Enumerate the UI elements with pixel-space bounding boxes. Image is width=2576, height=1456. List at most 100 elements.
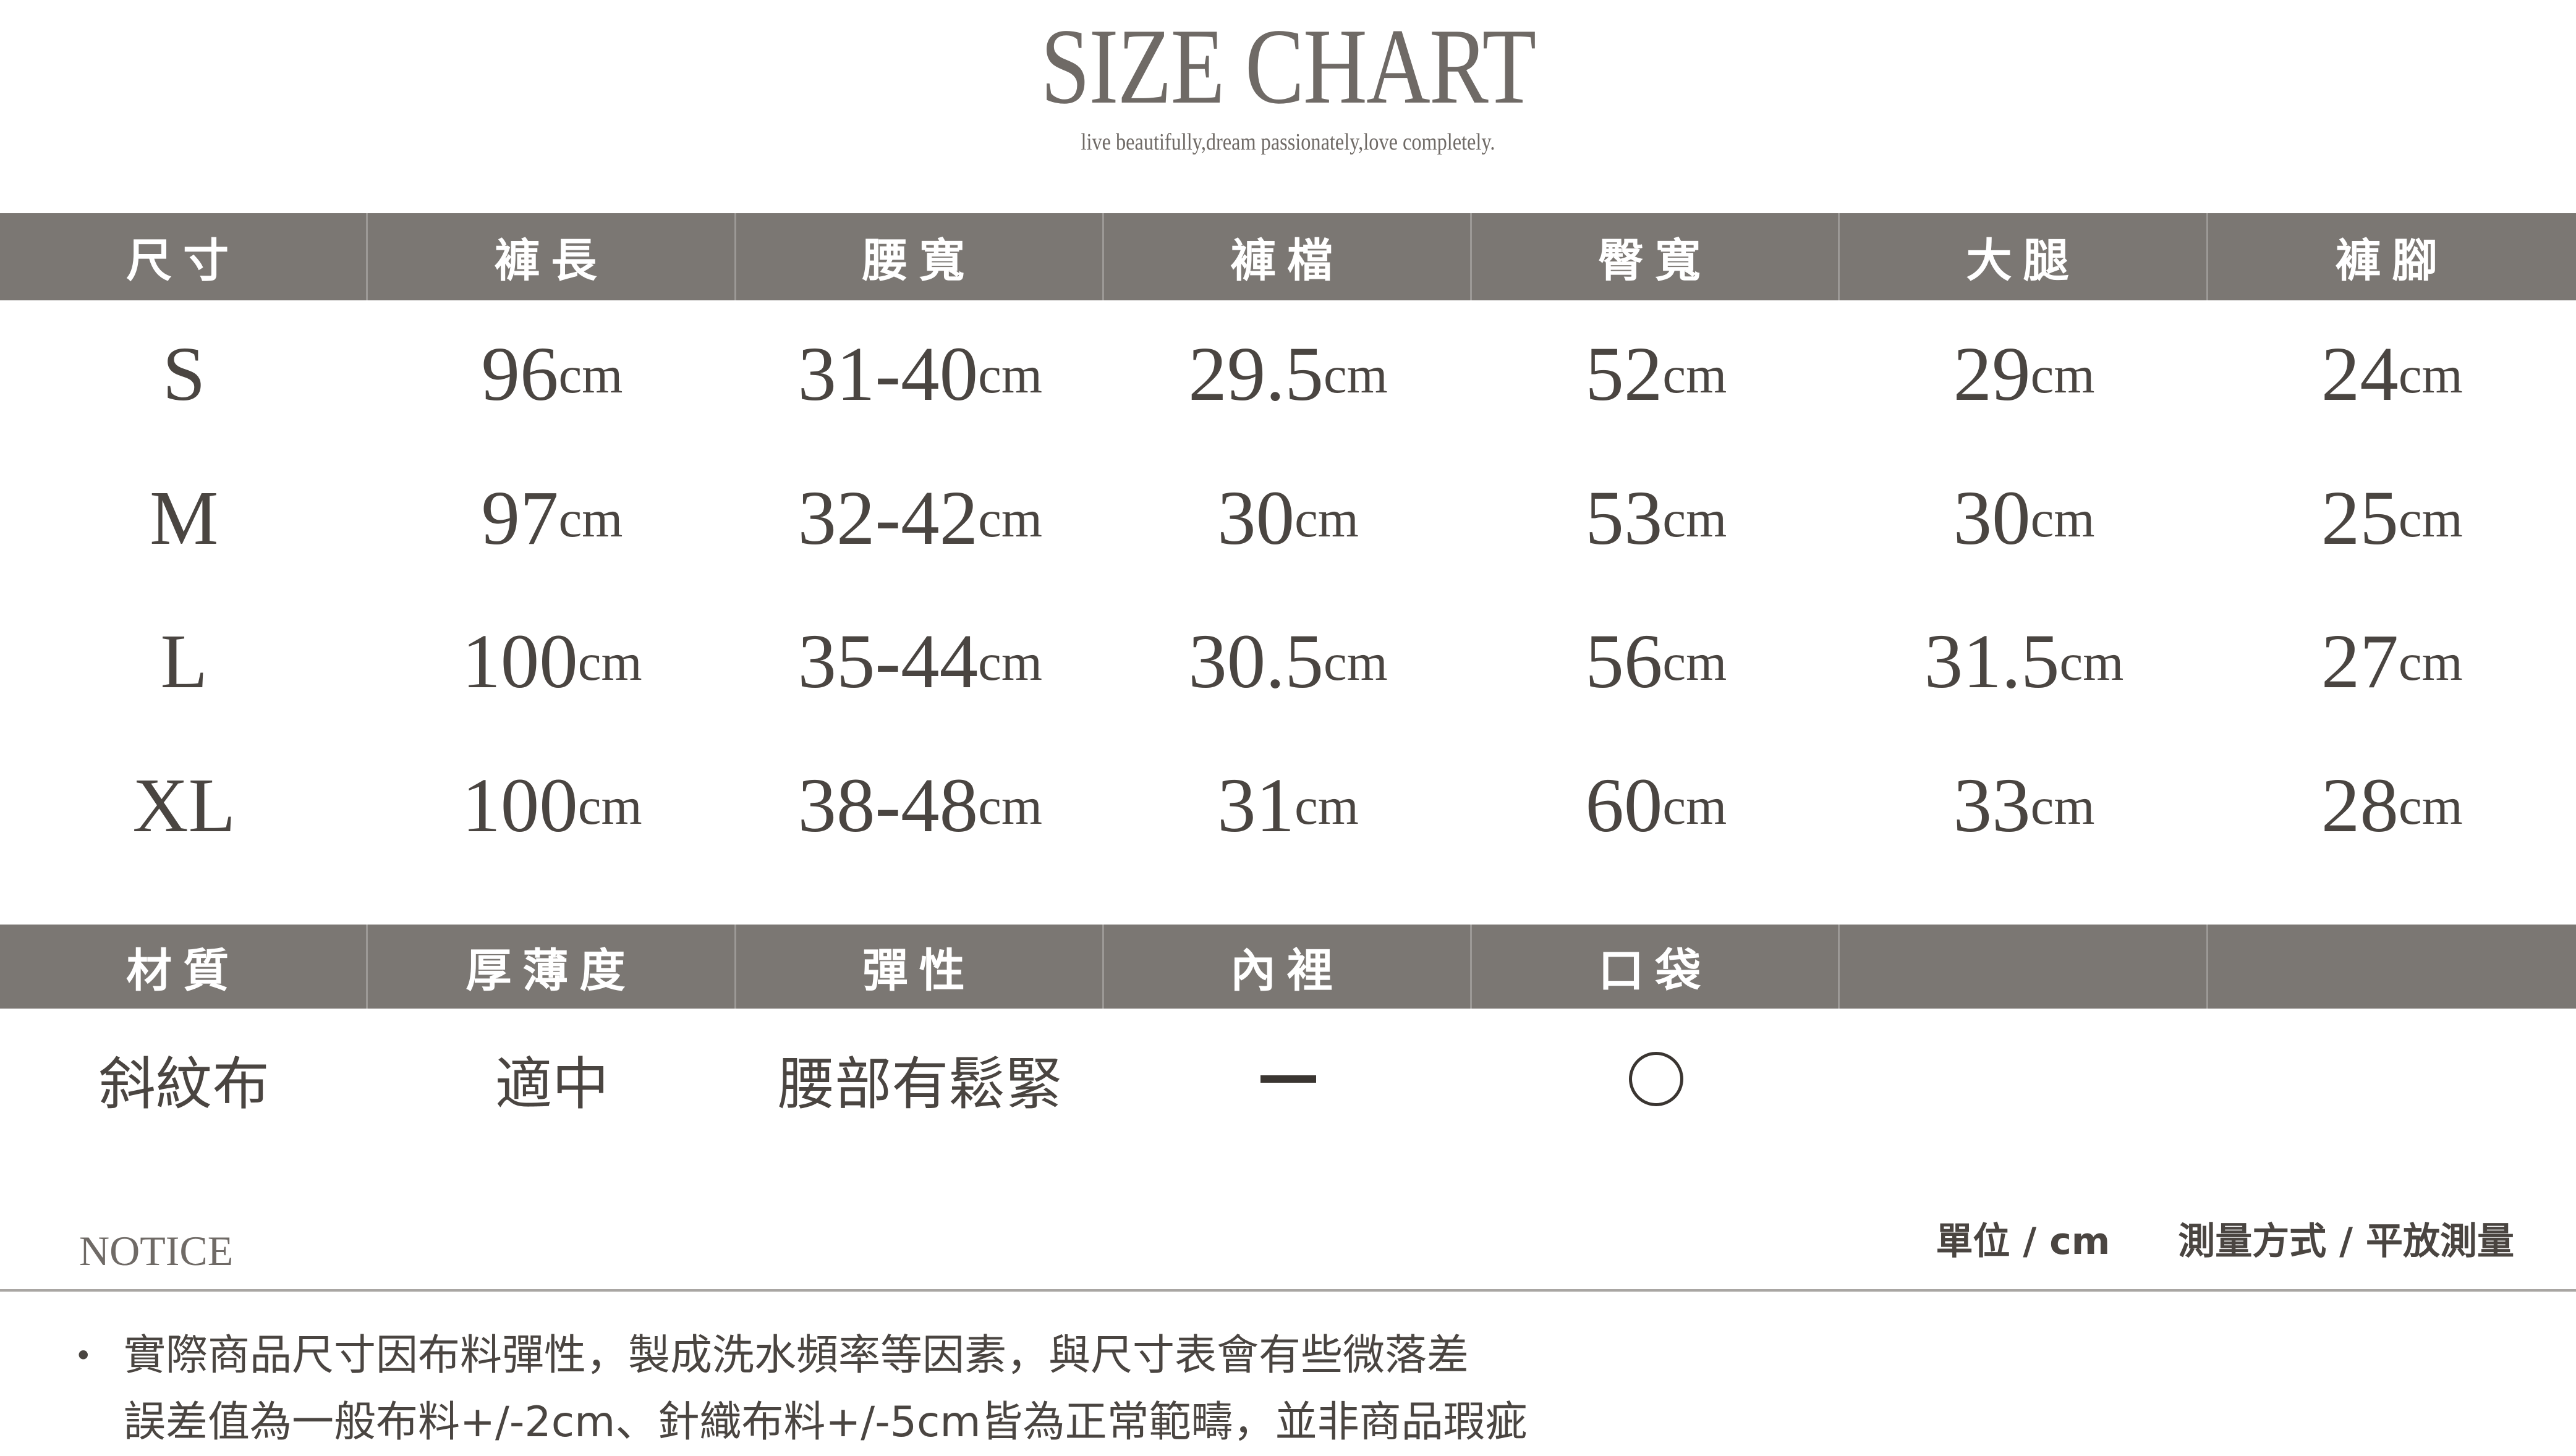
unit-label: cm	[978, 777, 1042, 836]
size-label: M	[0, 447, 368, 591]
material-row: 斜紋布 適中 腰部有鬆緊	[0, 1007, 2576, 1151]
measurement-cell: 24 cm	[2208, 303, 2576, 447]
cell-value: 30	[1217, 476, 1295, 561]
header-material: 材質	[0, 925, 368, 1009]
header-elasticity: 彈性	[736, 925, 1104, 1009]
cell-value: S	[162, 332, 206, 417]
size-row: S 96 cm 31-40 cm 29.5 cm 52 cm 29 cm 24 cm	[0, 303, 2576, 447]
cell-value: 60	[1585, 763, 1663, 849]
measurement-cell: 53 cm	[1472, 447, 1840, 591]
unit-label: cm	[2398, 345, 2463, 404]
unit-label: cm	[558, 489, 623, 548]
cell-value: 35-44	[797, 619, 979, 705]
size-label: XL	[0, 734, 368, 878]
cell-value: 29	[1953, 332, 2031, 417]
material-header-band: 材質 厚薄度 彈性 內裡 口袋	[0, 925, 2576, 1009]
header-thickness: 厚薄度	[368, 925, 736, 1009]
cell-value: 32-42	[797, 476, 979, 561]
measurement-cell: 27 cm	[2208, 590, 2576, 734]
cell-value: 24	[2321, 332, 2399, 417]
unit-label: cm	[558, 345, 623, 404]
cell-value: 38-48	[797, 763, 979, 849]
size-header-band: 尺寸 褲長 腰寬 褲檔 臀寬 大腿 褲腳	[0, 213, 2576, 300]
cell-value: 100	[462, 619, 578, 705]
cell-value: 97	[481, 476, 559, 561]
unit-label: cm	[978, 633, 1042, 692]
cell-value: 31-40	[797, 332, 979, 417]
measurement-cell: 32-42 cm	[736, 447, 1104, 591]
cell-value: 52	[1585, 332, 1663, 417]
measurement-cell: 30 cm	[1104, 447, 1472, 591]
unit-label: cm	[1662, 633, 1727, 692]
size-row: M 97 cm 32-42 cm 30 cm 53 cm 30 cm 25 cm	[0, 447, 2576, 591]
measurement-cell: 56 cm	[1472, 590, 1840, 734]
header-thigh: 大腿	[1840, 213, 2208, 300]
unit-label: cm	[1662, 345, 1727, 404]
thickness-value: 適中	[495, 1051, 609, 1117]
header-length: 褲長	[368, 213, 736, 300]
cell-value: XL	[132, 763, 236, 849]
unit-note: 單位 / cm	[1936, 1220, 2111, 1263]
unit-label: cm	[2030, 345, 2095, 404]
unit-label: cm	[2398, 633, 2463, 692]
unit-label: cm	[1323, 633, 1388, 692]
cell-value: 96	[481, 332, 559, 417]
cell-value: 30.5	[1188, 619, 1324, 705]
circle-icon	[1628, 1052, 1683, 1106]
measurement-cell: 31-40 cm	[736, 303, 1104, 447]
measurement-cell: 30 cm	[1840, 447, 2208, 591]
notice-label: NOTICE	[79, 1227, 234, 1274]
header-waist: 腰寬	[736, 213, 1104, 300]
measurement-cell: 60 cm	[1472, 734, 1840, 878]
elasticity-value: 腰部有鬆緊	[778, 1051, 1063, 1117]
note-item: 誤差值為一般布料+/-2cm、針織布料+/-5cm皆為正常範疇，並非商品瑕疵	[124, 1398, 1528, 1447]
unit-label: cm	[2030, 777, 2095, 836]
header-lining: 內裡	[1104, 925, 1473, 1009]
size-label: L	[0, 590, 368, 734]
pocket-value	[1472, 1007, 1840, 1151]
unit-label: cm	[2059, 633, 2124, 692]
unit-label: cm	[577, 633, 642, 692]
measurement-cell: 31.5 cm	[1840, 590, 2208, 734]
unit-label: cm	[1294, 489, 1359, 548]
unit-label: cm	[2030, 489, 2095, 548]
unit-label: cm	[1323, 345, 1388, 404]
unit-label: cm	[2398, 777, 2463, 836]
unit-label: cm	[1662, 777, 1727, 836]
measure-note: 測量方式 / 平放測量	[2178, 1220, 2514, 1263]
cell-value: 100	[462, 763, 578, 849]
header-pocket: 口袋	[1472, 925, 1840, 1009]
note-item: 實際商品尺寸因布料彈性，製成洗水頻率等因素，與尺寸表會有些微落差	[74, 1323, 1528, 1389]
page-title: SIZE CHART	[1040, 6, 1536, 126]
measurement-cell: 100 cm	[368, 734, 736, 878]
unit-label: cm	[978, 345, 1042, 404]
unit-label: cm	[1294, 777, 1359, 836]
lining-value	[1104, 1007, 1472, 1151]
header-empty	[1840, 925, 2208, 1009]
cell-value: 30	[1953, 476, 2031, 561]
measurement-cell: 29.5 cm	[1104, 303, 1472, 447]
unit-label: cm	[1662, 489, 1727, 548]
unit-label: cm	[2398, 489, 2463, 548]
header-hem: 褲腳	[2335, 234, 2449, 287]
size-row: XL 100 cm 38-48 cm 31 cm 60 cm 33 cm 28 cm	[0, 734, 2576, 878]
header-hip: 臀寬	[1472, 213, 1840, 300]
measurement-cell: 25 cm	[2208, 447, 2576, 591]
measurement-cell: 52 cm	[1472, 303, 1840, 447]
unit-label: cm	[978, 489, 1042, 548]
size-label: S	[0, 303, 368, 447]
cell-value: 31	[1217, 763, 1295, 849]
measurement-cell: 29 cm	[1840, 303, 2208, 447]
header-size: 尺寸	[0, 213, 368, 300]
dash-icon	[1260, 1075, 1316, 1083]
divider	[0, 1289, 2576, 1292]
measurement-cell: 100 cm	[368, 590, 736, 734]
cell-value: 25	[2321, 476, 2399, 561]
subtitle: live beautifully,dream passionately,love…	[1081, 129, 1495, 155]
measurement-cell: 97 cm	[368, 447, 736, 591]
measurement-cell: 28 cm	[2208, 734, 2576, 878]
cell-value: 31.5	[1924, 619, 2060, 705]
material-value: 斜紋布	[98, 1051, 270, 1117]
unit-label: cm	[577, 777, 642, 836]
measurement-cell: 96 cm	[368, 303, 736, 447]
